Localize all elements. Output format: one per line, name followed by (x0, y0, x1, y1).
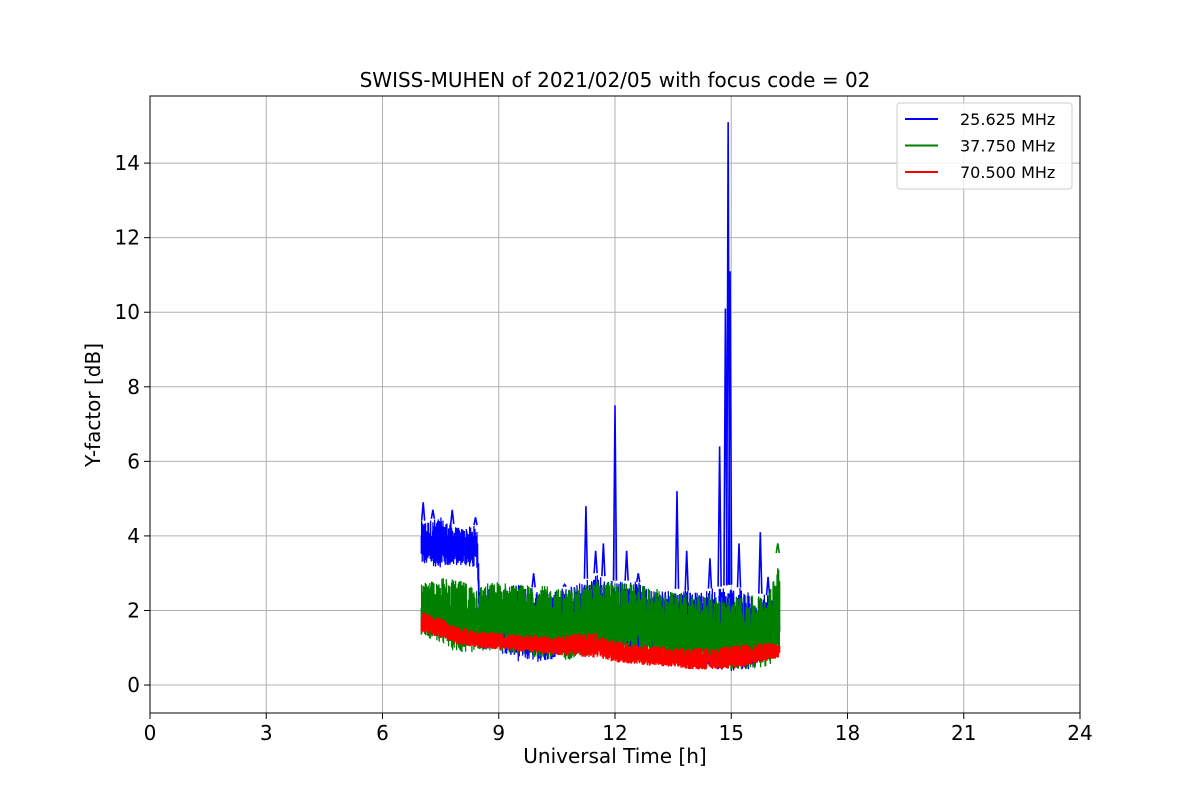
x-tick-label: 6 (376, 721, 389, 745)
series-peak (531, 573, 536, 588)
series-peak (562, 582, 567, 588)
series-peak (420, 502, 426, 521)
series-peak (635, 573, 641, 583)
legend: 25.625 MHz 37.750 MHz 70.500 MHz (896, 102, 1073, 190)
x-tick-label: 15 (719, 721, 744, 745)
plot-area (420, 122, 781, 672)
series-70-500-MHz (420, 612, 781, 670)
x-axis-label: Universal Time [h] (523, 744, 706, 768)
y-axis: 0 2 4 6 8 10 12 14 (115, 151, 150, 697)
y-tick-label: 6 (127, 449, 140, 473)
x-tick-label: 3 (260, 721, 273, 745)
legend-label: 37.750 MHz (960, 137, 1055, 156)
series-peak (430, 509, 436, 519)
series-peak (449, 509, 455, 525)
series-peak (707, 558, 713, 589)
series-37-750-MHz (420, 543, 781, 670)
series-peak (758, 532, 763, 594)
series-peak (612, 405, 618, 581)
series-peak (583, 506, 589, 579)
series-peak (624, 550, 629, 581)
series-peak (717, 446, 722, 587)
x-axis: 0 3 6 9 12 15 18 21 24 (144, 713, 1093, 745)
series-peak (684, 550, 689, 591)
series-peak (593, 550, 598, 574)
series-peak (674, 491, 680, 589)
chart-title: SWISS-MUHEN of 2021/02/05 with focus cod… (360, 68, 871, 92)
x-tick-label: 24 (1067, 721, 1092, 745)
y-axis-label: Y-factor [dB] (81, 343, 105, 468)
series-peak (473, 517, 478, 526)
series-line (420, 612, 781, 670)
series-peak (727, 271, 733, 585)
y-tick-label: 4 (127, 524, 140, 548)
legend-box (896, 102, 1073, 190)
legend-label: 25.625 MHz (960, 110, 1055, 129)
x-tick-label: 12 (602, 721, 627, 745)
y-tick-label: 10 (115, 300, 140, 324)
x-tick-label: 21 (951, 721, 976, 745)
series-line (420, 568, 781, 670)
y-tick-label: 12 (115, 226, 140, 250)
y-tick-label: 2 (127, 598, 140, 622)
y-tick-label: 0 (127, 673, 140, 697)
x-tick-label: 18 (835, 721, 860, 745)
y-tick-label: 14 (115, 151, 140, 175)
series-peak (765, 576, 771, 596)
x-tick-label: 9 (492, 721, 505, 745)
legend-label: 70.500 MHz (960, 163, 1055, 182)
series-peak (736, 543, 742, 588)
y-tick-label: 8 (127, 375, 140, 399)
series-peak (601, 543, 606, 577)
x-tick-label: 0 (144, 721, 157, 745)
series-peak (775, 543, 781, 554)
